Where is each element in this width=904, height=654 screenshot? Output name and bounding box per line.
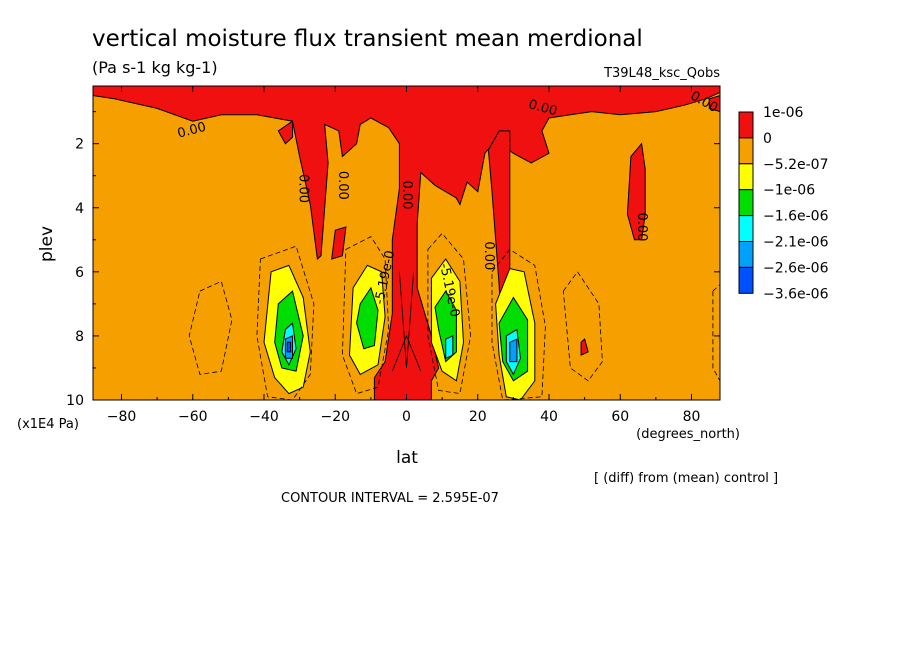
filled-contours (92, 85, 721, 401)
colorbar-swatch-4 (738, 189, 754, 217)
contour-label-3: 0.00 (335, 171, 350, 200)
y-tick-label: 6 (75, 265, 84, 281)
positive-region-3 (277, 120, 293, 145)
experiment-label: T39L48_ksc_Qobs (603, 66, 720, 81)
contour-interval: CONTOUR INTERVAL = 2.595E-07 (281, 491, 499, 506)
dashed-contour-2 (256, 245, 315, 401)
contour-label-4: 0.00 (399, 180, 414, 209)
diff-note: [ (diff) from (mean) control ] (594, 471, 778, 486)
positive-region-4 (626, 142, 646, 241)
negative-2-region-2 (356, 286, 379, 350)
negative-5-region-1 (286, 341, 292, 353)
colorbar-swatch-2 (738, 137, 754, 165)
positive-region-6 (580, 338, 589, 356)
solid-contour-1 (399, 271, 414, 369)
plot-area: 0.000.00 0.00 0.00-5.19e-0 -5.19e-00.000.00… (92, 85, 721, 401)
dashed-contour-1 (188, 280, 233, 375)
colorbar-label-3: −5.2e-07 (763, 157, 828, 173)
x-tick-label: 80 (683, 409, 701, 425)
y-axis-label: plev (37, 226, 57, 262)
dashed-contour-6 (562, 271, 603, 382)
x-tick-label: 60 (611, 409, 629, 425)
chart-header: vertical moisture flux transient mean me… (92, 26, 720, 81)
chart-title: vertical moisture flux transient mean me… (92, 26, 643, 52)
x-tick-label: 20 (469, 409, 487, 425)
dashed-contour-5 (491, 248, 546, 401)
x-tick-label: 0 (402, 409, 411, 425)
contour-label-8: 0.00 (527, 97, 559, 119)
y-tick-label: 8 (75, 329, 84, 345)
x-axis-label: lat (396, 448, 418, 468)
colorbar-label-5: −1.6e-06 (763, 209, 829, 225)
x-tick-label: −20 (320, 409, 350, 425)
colorbar-label-1: 1e-06 (763, 105, 803, 121)
x-axis: −80 −60 −40 −20 0 20 40 60 80 (107, 86, 701, 425)
solid-contour-2 (391, 334, 422, 372)
x-axis-units: (degrees_north) (636, 427, 740, 442)
chart-subtitle: (Pa s-1 kg kg-1) (92, 58, 218, 77)
positive-region-5 (331, 226, 347, 260)
negative-3-region-2 (445, 335, 454, 360)
colorbar-label-6: −2.1e-06 (763, 235, 829, 251)
contour-label-2: 0.00 (296, 174, 311, 203)
colorbar: 1e-06 0 −5.2e-07 −1e-06 −1.6e-06 −2.1e-06 −2.6… (738, 105, 829, 302)
colorbar-swatch-3 (738, 163, 754, 191)
colorbar-label-2: 0 (763, 131, 772, 147)
solid-contours (391, 271, 422, 372)
y-axis-units: (x1E4 Pa) (17, 417, 79, 432)
colorbar-swatch-1 (738, 111, 754, 139)
y-tick-label: 4 (75, 201, 84, 217)
y-axis: 2 4 6 8 10 (66, 111, 720, 409)
colorbar-swatch-6 (738, 241, 754, 268)
colorbar-label-4: −1e-06 (763, 183, 815, 199)
dashed-contour-4 (427, 232, 472, 395)
dashed-contour-3 (341, 236, 390, 395)
colorbar-swatch-7 (738, 266, 754, 294)
x-tick-label: −60 (178, 409, 208, 425)
colorbar-swatch-5 (738, 215, 754, 243)
x-tick-label: −80 (107, 409, 137, 425)
colorbar-label-7: −2.6e-06 (763, 260, 829, 276)
x-tick-label: −40 (249, 409, 279, 425)
colorbar-label-8: −3.6e-06 (763, 286, 829, 302)
contour-label-1: 0.00 (176, 120, 208, 142)
y-tick-label: 10 (66, 393, 84, 409)
contour-label-9: 0.00 (634, 213, 649, 242)
y-tick-label: 2 (75, 137, 84, 153)
negative-4-region-2 (509, 338, 518, 363)
contour-label-7: 0.00 (481, 241, 496, 270)
x-tick-label: 40 (540, 409, 558, 425)
